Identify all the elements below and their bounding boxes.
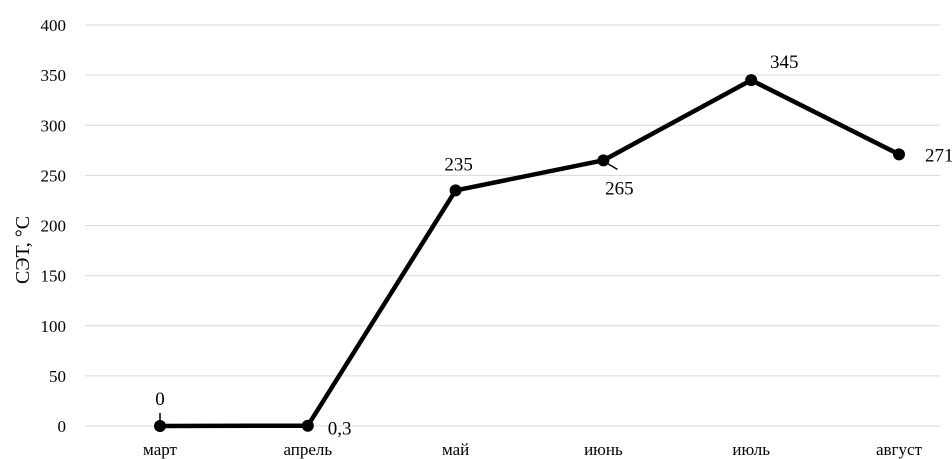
gridlines [85, 24, 940, 427]
data-point [597, 154, 610, 167]
data-point [745, 74, 758, 87]
data-label: 0,3 [328, 419, 352, 440]
data-labels: 0 0,3 235 265 345 271 [155, 52, 952, 440]
x-axis-ticks: март апрель май июнь июль август [143, 440, 923, 459]
data-label: 345 [770, 52, 799, 73]
data-label-leader [605, 161, 618, 170]
x-tick-label: март [143, 440, 177, 459]
data-point [449, 184, 462, 197]
y-axis-ticks: 0 50 100 150 200 250 300 350 400 [41, 16, 67, 436]
data-label: 235 [444, 154, 473, 175]
series-line [159, 77, 901, 429]
data-points [154, 74, 905, 432]
y-tick-label: 150 [41, 267, 67, 286]
data-label: 271 [925, 145, 952, 166]
x-tick-label: июль [732, 440, 770, 459]
y-axis-label: СЭТ, °С [12, 216, 34, 284]
data-label: 0 [155, 389, 165, 410]
series-line-path [159, 77, 901, 429]
y-tick-label: 200 [41, 217, 67, 236]
data-point [154, 420, 166, 432]
x-tick-label: июнь [584, 440, 623, 459]
y-tick-label: 0 [58, 417, 67, 436]
x-tick-label: май [442, 440, 469, 459]
data-label: 265 [605, 178, 634, 199]
y-tick-label: 100 [41, 317, 67, 336]
y-tick-label: 250 [41, 166, 67, 185]
y-tick-label: 350 [41, 66, 67, 85]
y-tick-label: 50 [49, 367, 66, 386]
x-tick-label: август [876, 440, 923, 459]
data-point [301, 419, 314, 432]
data-point [893, 148, 905, 161]
x-tick-label: апрель [283, 440, 332, 459]
y-tick-label: 400 [41, 16, 67, 35]
y-tick-label: 300 [41, 116, 67, 135]
